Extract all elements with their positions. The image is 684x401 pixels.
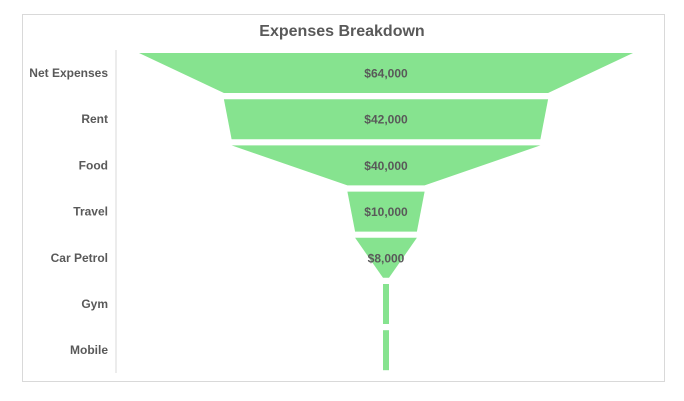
category-label: Rent [81, 112, 108, 126]
data-label: $40,000 [364, 159, 408, 173]
category-label: Travel [73, 205, 108, 219]
funnel-bar-car-petrol [355, 237, 417, 278]
category-label: Car Petrol [51, 251, 108, 265]
funnel-bar-food [231, 145, 541, 186]
funnel-bar-net-expenses [139, 53, 633, 93]
category-label: Gym [81, 297, 108, 311]
category-label: Net Expenses [29, 66, 108, 80]
chart-title: Expenses Breakdown [259, 23, 425, 40]
category-label: Food [79, 158, 108, 172]
funnel-bar-mobile [383, 330, 389, 371]
data-label: $10,000 [364, 205, 408, 219]
funnel-bar-gym [383, 284, 389, 324]
data-label: $8,000 [368, 251, 405, 265]
data-label: $42,000 [364, 113, 408, 127]
funnel-bar-travel [347, 191, 425, 232]
category-label: Mobile [70, 343, 108, 357]
data-label: $64,000 [364, 67, 408, 81]
funnel-bar-rent [223, 99, 549, 140]
